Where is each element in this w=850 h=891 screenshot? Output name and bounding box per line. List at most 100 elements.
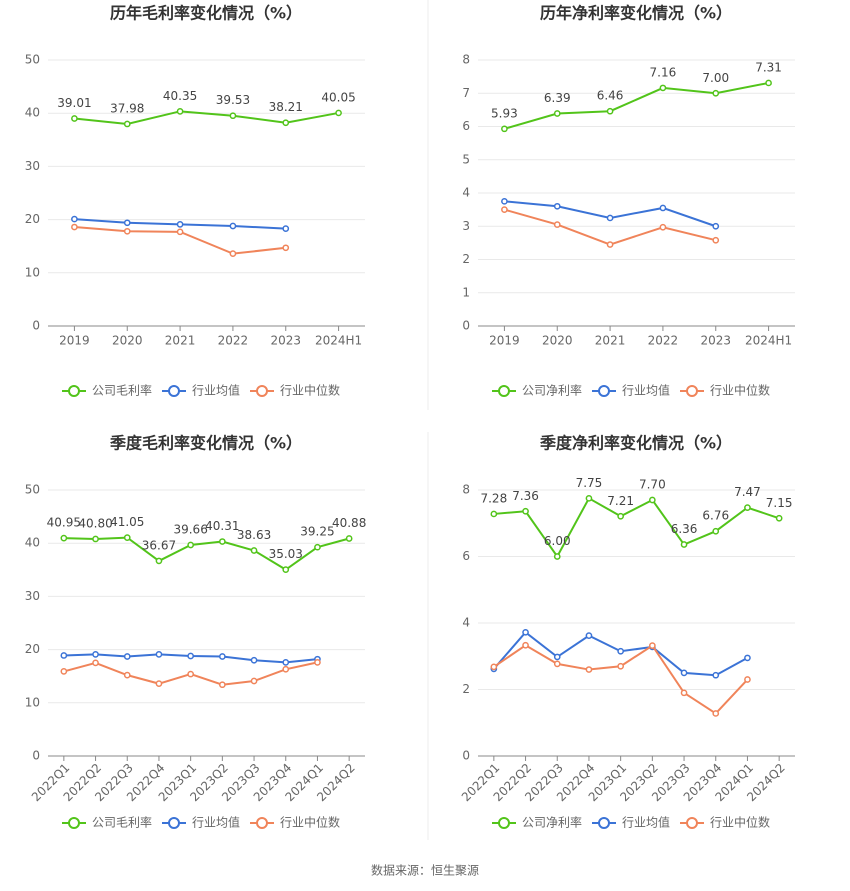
y-tick-label: 3 — [462, 219, 470, 233]
point — [659, 223, 667, 231]
legend-label: 行业均值 — [622, 815, 670, 830]
y-tick-label: 7 — [462, 86, 470, 100]
point — [92, 659, 99, 667]
point — [680, 541, 688, 548]
legend-marker — [498, 817, 510, 829]
data-label: 39.01 — [57, 96, 91, 110]
point — [501, 125, 508, 133]
point — [744, 654, 751, 662]
data-label: 7.00 — [702, 71, 729, 85]
data-label: 39.53 — [216, 93, 250, 107]
point — [585, 666, 593, 673]
point — [155, 651, 163, 658]
x-tick-label: 2023 — [270, 334, 301, 348]
data-label: 7.47 — [734, 485, 761, 499]
point — [187, 652, 194, 660]
point — [229, 250, 237, 257]
point — [123, 219, 131, 227]
data-label: 7.70 — [639, 477, 666, 491]
chart-title: 季度毛利率变化情况（%） — [109, 434, 302, 453]
legend-marker — [598, 817, 610, 829]
point — [501, 206, 508, 213]
legend-label: 公司净利率 — [522, 383, 582, 398]
y-tick-label: 1 — [462, 285, 470, 299]
point — [712, 222, 720, 230]
legend-label: 行业中位数 — [710, 383, 770, 398]
data-label: 6.00 — [544, 534, 571, 548]
point — [585, 632, 593, 639]
point — [71, 223, 78, 231]
y-tick-label: 0 — [462, 749, 470, 763]
legend-label: 行业中位数 — [280, 383, 340, 398]
point — [187, 541, 194, 549]
point — [282, 659, 290, 666]
legend-label: 公司毛利率 — [92, 815, 152, 830]
data-label: 39.66 — [173, 523, 207, 537]
point — [219, 653, 226, 660]
series-line — [504, 200, 717, 228]
series-line — [493, 644, 749, 715]
point — [229, 112, 237, 120]
data-label: 7.28 — [480, 491, 507, 505]
data-label: 38.21 — [269, 100, 303, 114]
point — [250, 656, 258, 664]
data-label: 35.03 — [269, 547, 303, 561]
point — [314, 659, 321, 666]
point — [282, 244, 290, 252]
x-tick-label: 2022 — [648, 334, 679, 348]
data-label: 6.46 — [597, 89, 624, 103]
point — [123, 120, 131, 128]
y-tick-label: 4 — [462, 616, 470, 630]
point — [765, 79, 772, 87]
chart-title: 历年毛利率变化情况（%） — [110, 4, 302, 23]
legend-label: 行业中位数 — [280, 815, 340, 830]
point — [522, 628, 529, 636]
chart-title: 季度净利率变化情况（%） — [539, 434, 732, 453]
point — [680, 689, 688, 697]
y-tick-label: 2 — [462, 252, 470, 266]
point — [553, 221, 561, 228]
legend-label: 公司毛利率 — [92, 383, 152, 398]
data-label: 40.35 — [163, 89, 197, 103]
point — [176, 228, 184, 236]
chart-title: 历年净利率变化情况（%） — [540, 4, 732, 23]
y-tick-label: 6 — [462, 119, 470, 133]
point — [282, 225, 290, 232]
data-label: 7.75 — [576, 476, 603, 490]
point — [712, 236, 720, 244]
data-label: 37.98 — [110, 101, 144, 115]
point — [659, 84, 667, 92]
legend-marker — [686, 817, 698, 829]
point — [553, 660, 561, 668]
y-tick-label: 8 — [462, 53, 470, 67]
point — [649, 496, 656, 504]
point — [744, 504, 751, 511]
point — [282, 665, 290, 673]
point — [712, 527, 720, 535]
point — [314, 543, 321, 551]
legend-label: 公司净利率 — [522, 815, 582, 830]
y-tick-label: 40 — [25, 106, 40, 120]
point — [282, 119, 290, 127]
point — [155, 557, 163, 565]
point — [712, 671, 720, 679]
data-label: 7.31 — [755, 60, 782, 74]
x-tick-label: 2020 — [112, 334, 143, 348]
point — [522, 507, 529, 515]
point — [712, 710, 720, 717]
point — [60, 534, 68, 542]
y-tick-label: 4 — [462, 186, 470, 200]
y-tick-label: 20 — [25, 212, 40, 226]
point — [123, 534, 131, 541]
point — [250, 677, 258, 685]
point — [712, 89, 720, 97]
point — [71, 215, 78, 223]
point — [680, 669, 688, 677]
point — [522, 641, 529, 649]
point — [490, 510, 498, 518]
y-tick-label: 0 — [32, 749, 40, 763]
point — [60, 652, 68, 659]
point — [60, 668, 68, 675]
y-tick-label: 5 — [462, 152, 470, 166]
source: 数据来源：恒生聚源 — [371, 863, 479, 878]
